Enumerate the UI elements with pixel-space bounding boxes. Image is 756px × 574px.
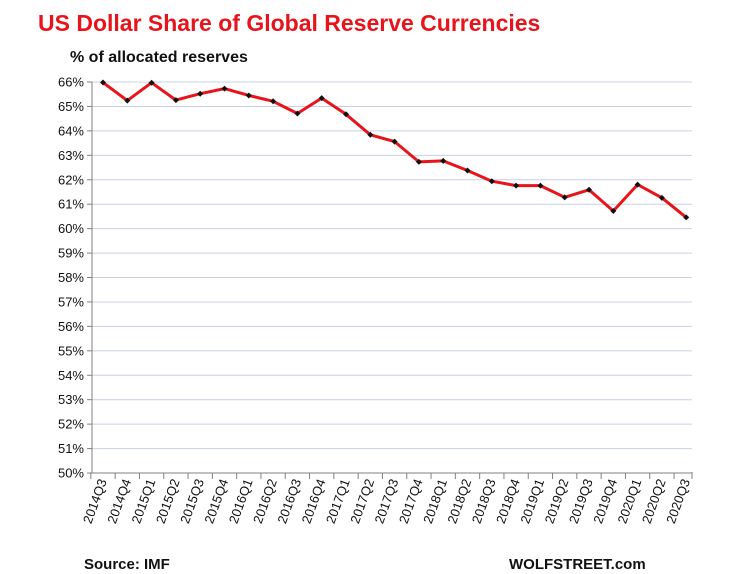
data-point — [586, 186, 592, 193]
data-point — [172, 97, 179, 104]
data-point — [270, 98, 277, 105]
y-tick-label: 56% — [58, 319, 84, 334]
chart-title: US Dollar Share of Global Reserve Curren… — [38, 10, 540, 36]
data-point — [245, 92, 252, 99]
y-tick-label: 62% — [58, 172, 84, 187]
y-tick-label: 64% — [58, 123, 84, 138]
y-tick-label: 59% — [58, 246, 84, 261]
data-point — [415, 158, 422, 165]
data-point — [294, 110, 301, 117]
data-point — [148, 79, 155, 86]
data-point — [537, 182, 544, 189]
chart-subtitle: % of allocated reserves — [70, 49, 248, 66]
y-tick-label: 57% — [58, 294, 84, 309]
data-point — [610, 208, 617, 215]
data-point — [634, 181, 641, 188]
data-point — [683, 214, 690, 221]
y-axis-tick-labels: 50% 51% 52% 53% 54% 55% 56% 57% 58% 59% 60% 61% 62% 6… — [58, 75, 84, 481]
data-point — [124, 97, 131, 104]
source-note: Source: IMF — [84, 556, 170, 573]
y-tick-label: 54% — [58, 368, 84, 383]
data-point — [488, 178, 495, 185]
y-tick-label: 61% — [58, 197, 84, 212]
data-point — [318, 95, 325, 102]
y-tick-label: 51% — [58, 441, 84, 456]
data-point — [440, 157, 447, 164]
y-tick-label: 50% — [58, 466, 84, 481]
credit-note: WOLFSTREET.com — [509, 556, 646, 573]
y-tick-label: 60% — [58, 221, 84, 236]
data-point — [197, 90, 204, 97]
y-tick-label: 58% — [58, 270, 84, 285]
y-tick-label: 66% — [58, 75, 84, 90]
y-tick-label: 65% — [58, 99, 84, 114]
data-point — [367, 131, 374, 138]
data-point — [100, 79, 106, 86]
data-point — [391, 138, 398, 145]
y-tick-label: 53% — [58, 392, 84, 407]
y-tick-label: 63% — [58, 148, 84, 163]
data-point — [221, 85, 228, 92]
data-point — [658, 194, 665, 201]
data-point — [561, 194, 568, 201]
y-tick-label: 52% — [58, 417, 84, 432]
data-point — [343, 111, 349, 118]
data-point — [464, 167, 471, 174]
data-point — [513, 182, 520, 189]
series-usd-share — [100, 79, 690, 221]
gridlines — [87, 81, 692, 474]
axes — [90, 82, 693, 479]
y-tick-label: 55% — [58, 343, 84, 358]
